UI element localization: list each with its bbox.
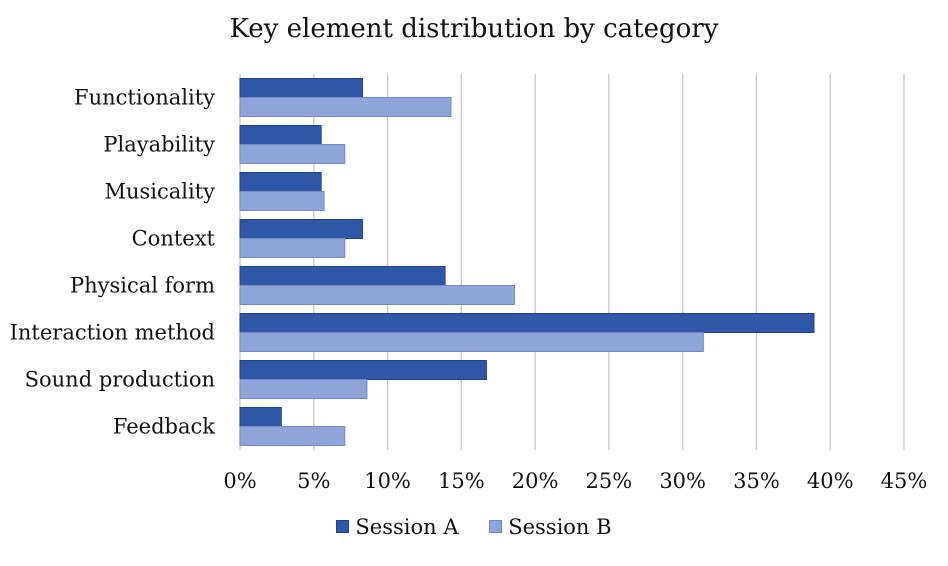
x-tick-label: 15% bbox=[438, 469, 485, 493]
bar-session-b bbox=[239, 379, 368, 399]
x-tick-label: 35% bbox=[733, 469, 780, 493]
legend-label-session-a: Session A bbox=[355, 514, 459, 539]
x-tick-label: 0% bbox=[223, 469, 256, 493]
category-label: Sound production bbox=[25, 368, 215, 392]
category-label: Physical form bbox=[70, 274, 215, 298]
legend-item-session-a: Session A bbox=[336, 514, 459, 539]
bar-session-b bbox=[239, 97, 452, 117]
bar-session-a bbox=[239, 219, 363, 239]
category-labels: Functionality Playability Musicality Contex… bbox=[10, 86, 216, 439]
category-label: Playability bbox=[103, 133, 215, 157]
bar-session-a bbox=[239, 360, 487, 380]
x-tick-label: 20% bbox=[512, 469, 559, 493]
bar-session-b bbox=[239, 191, 325, 211]
bar-session-a bbox=[239, 172, 322, 192]
x-tick-label: 5% bbox=[297, 469, 330, 493]
bar-session-a bbox=[239, 125, 322, 145]
legend-swatch-session-b bbox=[489, 520, 503, 533]
bar-session-b bbox=[239, 426, 346, 446]
category-label: Interaction method bbox=[10, 321, 215, 345]
category-label: Functionality bbox=[74, 86, 215, 110]
legend-label-session-b: Session B bbox=[508, 514, 612, 539]
bar-session-b bbox=[239, 285, 515, 305]
bar-session-a bbox=[239, 78, 363, 98]
category-label: Feedback bbox=[113, 415, 215, 439]
legend-swatch-session-a bbox=[336, 520, 350, 533]
category-label: Musicality bbox=[104, 180, 215, 204]
x-tick-label: 40% bbox=[807, 469, 854, 493]
x-tick-label: 45% bbox=[881, 469, 928, 493]
legend-item-session-b: Session B bbox=[489, 514, 612, 539]
bar-session-a bbox=[239, 313, 815, 333]
chart-title: Key element distribution by category bbox=[229, 14, 719, 44]
bar-session-b bbox=[239, 238, 346, 258]
category-label: Context bbox=[132, 227, 216, 251]
x-tick-labels: 0% 5% 10% 15% 20% 25% 30% 35% 40% 45% bbox=[223, 469, 927, 493]
bars bbox=[239, 78, 815, 446]
x-tick-label: 30% bbox=[659, 469, 706, 493]
legend: Session A Session B bbox=[0, 514, 948, 539]
bar-session-b bbox=[239, 332, 704, 352]
gridlines bbox=[239, 74, 905, 450]
x-tick-label: 25% bbox=[586, 469, 633, 493]
bar-session-b bbox=[239, 144, 346, 164]
bar-session-a bbox=[239, 407, 282, 427]
bar-session-a bbox=[239, 266, 446, 286]
x-tick-label: 10% bbox=[364, 469, 411, 493]
